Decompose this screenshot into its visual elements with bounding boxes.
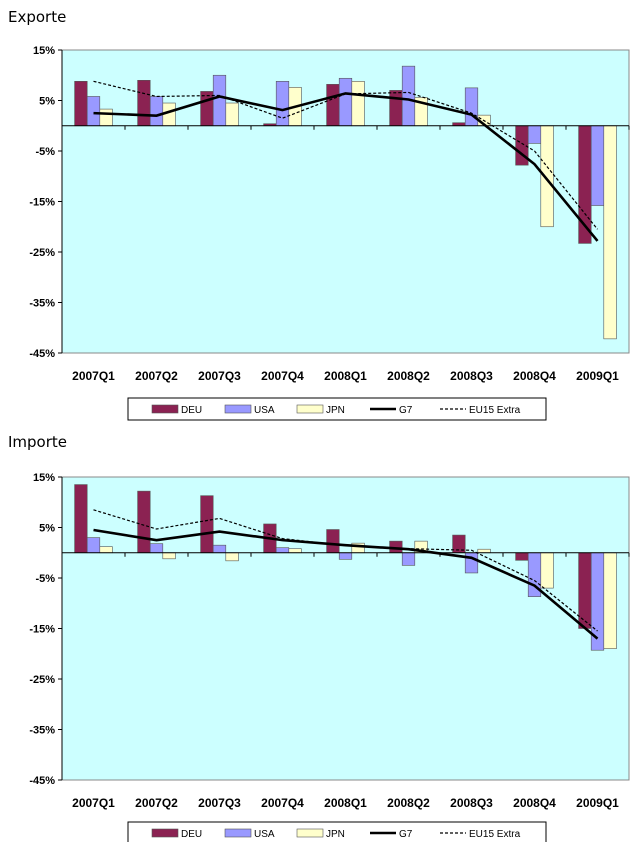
bar-jpn-2007q2 xyxy=(162,552,176,560)
y-tick-label: 15% xyxy=(33,472,55,484)
bar-usa-2007q3 xyxy=(212,74,227,127)
bar-jpn-2008q3 xyxy=(477,548,491,554)
legend-label-jpn: JPN xyxy=(326,829,345,840)
legend-swatch-deu xyxy=(151,828,179,838)
y-tick-label: 5% xyxy=(39,96,55,108)
bar-deu-2007q3 xyxy=(200,495,214,554)
legend-label-usa: USA xyxy=(254,405,275,416)
legend-swatch-deu xyxy=(151,404,179,414)
legend-swatch-jpn xyxy=(296,404,324,414)
category-label-2008q1: 2008Q1 xyxy=(324,796,367,810)
bar-jpn-2007q3 xyxy=(225,552,239,562)
bar-jpn-2007q4 xyxy=(288,548,302,554)
category-label-2007q1: 2007Q1 xyxy=(72,796,115,810)
bar-usa-2007q2 xyxy=(149,543,164,554)
legend-box xyxy=(127,397,547,421)
bar-usa-2007q3 xyxy=(212,544,227,554)
bar-usa-2009q1 xyxy=(590,125,605,206)
y-tick-label: -5% xyxy=(35,573,55,585)
y-tick-label: -15% xyxy=(29,624,55,636)
plot-area xyxy=(61,476,630,781)
legend-label-usa: USA xyxy=(254,829,275,840)
bar-jpn-2008q4 xyxy=(540,125,554,228)
bar-deu-2007q3 xyxy=(200,91,214,127)
bar-deu-2007q1 xyxy=(74,484,88,554)
legend-swatch-jpn xyxy=(296,828,324,838)
bar-jpn-2008q4 xyxy=(540,552,554,589)
bar-usa-2008q1 xyxy=(338,77,353,127)
y-tick-label: -25% xyxy=(29,674,55,686)
legend-label-eu15-extra: EU15 Extra xyxy=(469,829,521,840)
category-label-2007q4: 2007Q4 xyxy=(261,796,304,810)
legend-label-g7: G7 xyxy=(399,829,413,840)
category-label-2008q3: 2008Q3 xyxy=(450,369,493,383)
bar-usa-2008q2 xyxy=(401,552,416,566)
category-label-2008q2: 2008Q2 xyxy=(387,796,430,810)
line-eu15-extra xyxy=(93,509,598,632)
bar-jpn-2008q1 xyxy=(351,81,365,127)
bar-jpn-2007q1 xyxy=(99,546,113,554)
bar-jpn-2007q3 xyxy=(225,102,239,127)
category-label-2007q1: 2007Q1 xyxy=(72,369,115,383)
bar-usa-2007q2 xyxy=(149,96,164,127)
category-label-2007q4: 2007Q4 xyxy=(261,369,304,383)
category-label-2008q4: 2008Q4 xyxy=(513,796,556,810)
y-tick-label: -25% xyxy=(29,247,55,259)
importe-chart: 15% 5% -5% -15% -25% -35% -45% 2007Q1 2007Q2 2007… xyxy=(29,472,630,842)
bar-jpn-2007q1 xyxy=(99,108,113,127)
category-label-2007q2: 2007Q2 xyxy=(135,369,178,383)
bar-deu-2008q1 xyxy=(326,529,340,554)
y-tick-label: -45% xyxy=(29,348,55,360)
legend-label-deu: DEU xyxy=(181,405,202,416)
category-label-2007q2: 2007Q2 xyxy=(135,796,178,810)
bar-deu-2009q1 xyxy=(578,552,592,629)
bar-usa-2008q2 xyxy=(401,65,416,127)
y-tick-label: -35% xyxy=(29,725,55,737)
bar-usa-2008q3 xyxy=(464,87,479,127)
bar-usa-2008q4 xyxy=(527,125,542,144)
category-label-2007q3: 2007Q3 xyxy=(198,796,241,810)
bar-deu-2007q2 xyxy=(137,490,151,554)
bar-deu-2008q1 xyxy=(326,84,340,127)
category-label-2009q1: 2009Q1 xyxy=(576,796,619,810)
bar-usa-2007q4 xyxy=(275,81,290,127)
y-tick-label: -15% xyxy=(29,197,55,209)
legend-label-deu: DEU xyxy=(181,829,202,840)
bar-usa-2007q4 xyxy=(275,547,290,554)
bar-deu-2008q4 xyxy=(515,552,529,561)
line-g7 xyxy=(93,528,599,640)
line-eu15-extra xyxy=(93,80,598,230)
exporte-chart: 15% 5% -5% -15% -25% -35% -45% 2007Q1 2007Q2 2007… xyxy=(29,45,630,421)
bar-deu-2007q1 xyxy=(74,81,88,127)
legend-label-eu15-extra: EU15 Extra xyxy=(469,405,521,416)
category-label-2008q3: 2008Q3 xyxy=(450,796,493,810)
bar-deu-2008q2 xyxy=(389,90,403,127)
legend-label-g7: G7 xyxy=(399,405,413,416)
y-tick-label: -35% xyxy=(29,298,55,310)
chart-title-exporte: Exporte xyxy=(8,8,67,26)
category-label-2007q3: 2007Q3 xyxy=(198,369,241,383)
chart-title-importe: Importe xyxy=(8,433,68,451)
bar-usa-2007q1 xyxy=(86,96,101,127)
bar-usa-2008q3 xyxy=(464,552,479,574)
category-label-2009q1: 2009Q1 xyxy=(576,369,619,383)
legend-swatch-usa xyxy=(224,404,252,414)
legend-label-jpn: JPN xyxy=(326,405,345,416)
bar-deu-2007q2 xyxy=(137,79,151,127)
y-tick-label: 5% xyxy=(39,523,55,535)
bar-usa-2007q1 xyxy=(86,537,101,554)
bar-jpn-2009q1 xyxy=(603,552,617,649)
category-label-2008q4: 2008Q4 xyxy=(513,369,556,383)
legend-swatch-usa xyxy=(224,828,252,838)
category-label-2008q2: 2008Q2 xyxy=(387,369,430,383)
y-tick-label: -45% xyxy=(29,775,55,787)
bar-usa-2008q1 xyxy=(338,552,353,560)
y-tick-label: 15% xyxy=(33,45,55,57)
bar-jpn-2009q1 xyxy=(603,125,617,340)
category-label-2008q1: 2008Q1 xyxy=(324,369,367,383)
y-tick-label: -5% xyxy=(35,146,55,158)
